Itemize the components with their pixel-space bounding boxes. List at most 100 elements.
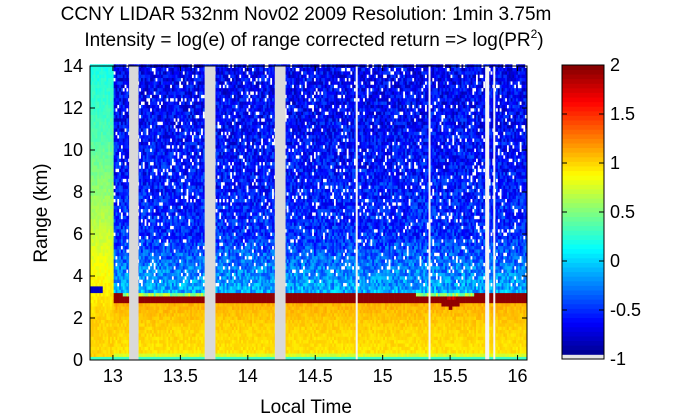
heatmap-cell: [99, 232, 102, 236]
heatmap-cell: [144, 296, 147, 300]
heatmap-cell: [102, 94, 105, 99]
heatmap-cell: [126, 185, 129, 189]
heatmap-cell: [115, 292, 118, 297]
heatmap-cell: [161, 84, 164, 89]
heatmap-cell: [182, 181, 185, 186]
heatmap-cell: [171, 118, 175, 122]
heatmap-cell: [184, 265, 187, 270]
heatmap-cell: [184, 259, 187, 263]
heatmap-cell: [146, 306, 149, 310]
heatmap-cell: [175, 165, 178, 169]
heatmap-cell: [120, 319, 124, 324]
heatmap-cell: [120, 212, 124, 216]
heatmap-cell: [97, 161, 100, 166]
heatmap-cell: [173, 181, 176, 186]
heatmap-cell: [120, 144, 124, 149]
heatmap-cell: [175, 108, 178, 112]
heatmap-cell: [164, 326, 167, 331]
heatmap-cell: [117, 67, 120, 72]
heatmap-cell: [95, 74, 98, 79]
heatmap-cell: [113, 94, 116, 99]
heatmap-cell: [148, 155, 151, 159]
heatmap-cell: [162, 276, 165, 280]
heatmap-cell: [157, 259, 160, 263]
heatmap-cell: [144, 155, 147, 159]
heatmap-cell: [106, 104, 109, 109]
heatmap-cell: [108, 87, 111, 92]
heatmap-cell: [144, 353, 147, 357]
heatmap-cell: [153, 265, 156, 270]
heatmap-cell: [184, 343, 187, 347]
heatmap-cell: [104, 188, 107, 193]
heatmap-cell: [150, 144, 153, 149]
heatmap-cell: [148, 299, 151, 304]
heatmap-cell: [184, 208, 187, 213]
heatmap-cell: [120, 114, 124, 119]
heatmap-cell: [99, 323, 102, 327]
heatmap-cell: [102, 349, 105, 354]
heatmap-cell: [93, 255, 96, 260]
heatmap-cell: [179, 228, 182, 233]
heatmap-cell: [99, 168, 102, 173]
heatmap-cell: [150, 208, 153, 213]
heatmap-cell: [164, 296, 167, 300]
heatmap-cell: [148, 141, 151, 146]
heatmap-cell: [166, 198, 169, 203]
heatmap-cell: [186, 91, 189, 95]
heatmap-cell: [184, 192, 187, 196]
heatmap-cell: [126, 279, 129, 284]
heatmap-cell: [170, 185, 173, 189]
heatmap-cell: [139, 296, 142, 300]
heatmap-cell: [104, 175, 107, 179]
heatmap-cell: [171, 286, 175, 290]
heatmap-cell: [100, 121, 104, 126]
heatmap-cell: [173, 309, 176, 314]
heatmap-cell: [139, 111, 142, 116]
heatmap-cell: [104, 239, 107, 243]
heatmap-cell: [113, 222, 116, 226]
heatmap-cell: [140, 255, 144, 260]
heatmap-cell: [97, 265, 100, 270]
heatmap-cell: [179, 181, 182, 186]
heatmap-cell: [93, 329, 96, 334]
heatmap-cell: [91, 74, 94, 79]
heatmap-cell: [139, 329, 142, 334]
heatmap-cell: [100, 255, 104, 260]
heatmap-cell: [166, 178, 169, 183]
heatmap-cell: [106, 175, 109, 179]
heatmap-cell: [164, 158, 167, 163]
heatmap-cell: [184, 286, 187, 290]
heatmap-cell: [161, 343, 164, 347]
heatmap-cell: [104, 144, 107, 149]
heatmap-cell: [140, 212, 144, 216]
heatmap-cell: [157, 269, 160, 273]
heatmap-cell: [159, 208, 162, 213]
heatmap-cell: [122, 185, 125, 189]
heatmap-cell: [124, 292, 127, 297]
heatmap-cell: [90, 158, 93, 163]
heatmap-cell: [184, 349, 187, 354]
heatmap-cell: [111, 232, 114, 236]
heatmap-cell: [177, 74, 180, 79]
heatmap-cell: [177, 218, 180, 223]
heatmap-cell: [144, 118, 147, 122]
heatmap-cell: [182, 349, 185, 354]
heatmap-cell: [162, 121, 165, 126]
heatmap-cell: [177, 232, 180, 236]
heatmap-cell: [110, 185, 113, 189]
heatmap-cell: [150, 138, 153, 142]
heatmap-cell: [153, 282, 156, 287]
heatmap-cell: [190, 151, 193, 156]
heatmap-cell: [108, 319, 111, 324]
heatmap-cell: [122, 343, 125, 347]
heatmap-cell: [150, 131, 153, 136]
heatmap-cell: [188, 336, 191, 341]
heatmap-cell: [184, 302, 187, 307]
heatmap-cell: [146, 181, 149, 186]
heatmap-cell: [122, 175, 125, 179]
heatmap-cell: [142, 175, 145, 179]
heatmap-cell: [117, 296, 120, 300]
heatmap-cell: [177, 195, 180, 200]
heatmap-cell: [179, 108, 182, 112]
heatmap-cell: [153, 259, 156, 263]
